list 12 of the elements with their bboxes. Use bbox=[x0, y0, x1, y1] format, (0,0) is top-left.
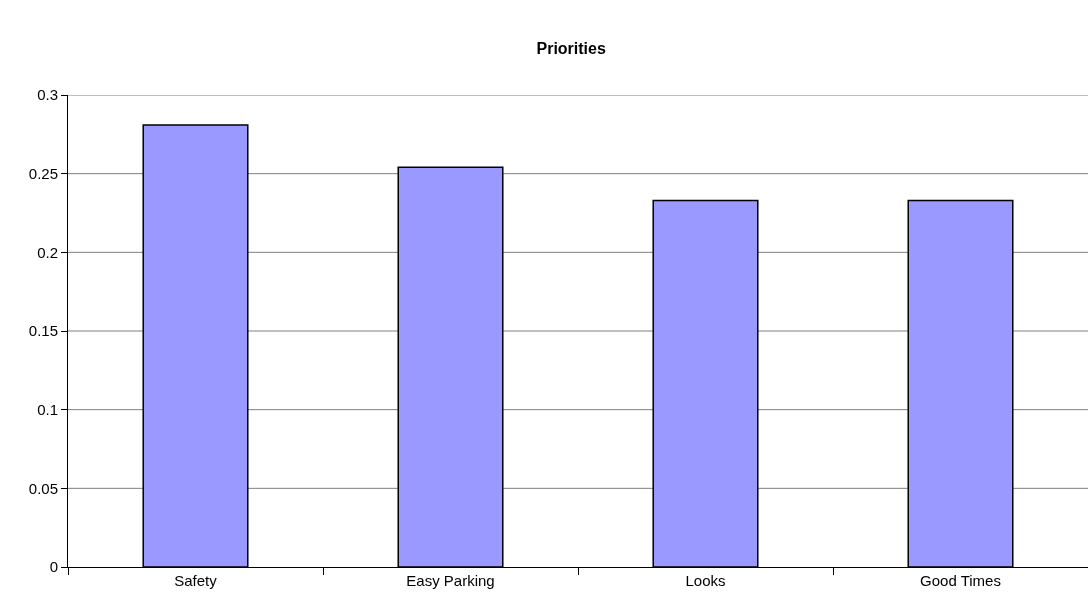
x-tick-label: Good Times bbox=[920, 572, 1001, 589]
y-tick-label: 0.1 bbox=[37, 400, 58, 418]
x-tick-label: Safety bbox=[174, 572, 218, 589]
x-tick-label: Easy Parking bbox=[406, 572, 495, 589]
y-tick-label: 0.05 bbox=[28, 479, 58, 497]
y-tick-label: 0 bbox=[49, 558, 58, 576]
y-tick-label: 0.2 bbox=[37, 243, 58, 261]
y-tick-label: 0.25 bbox=[28, 164, 58, 182]
x-tick-label: Looks bbox=[685, 572, 726, 589]
chart-title: Priorities bbox=[536, 39, 606, 57]
y-tick-label: 0.15 bbox=[28, 322, 58, 340]
y-tick-label: 0.3 bbox=[37, 86, 58, 104]
